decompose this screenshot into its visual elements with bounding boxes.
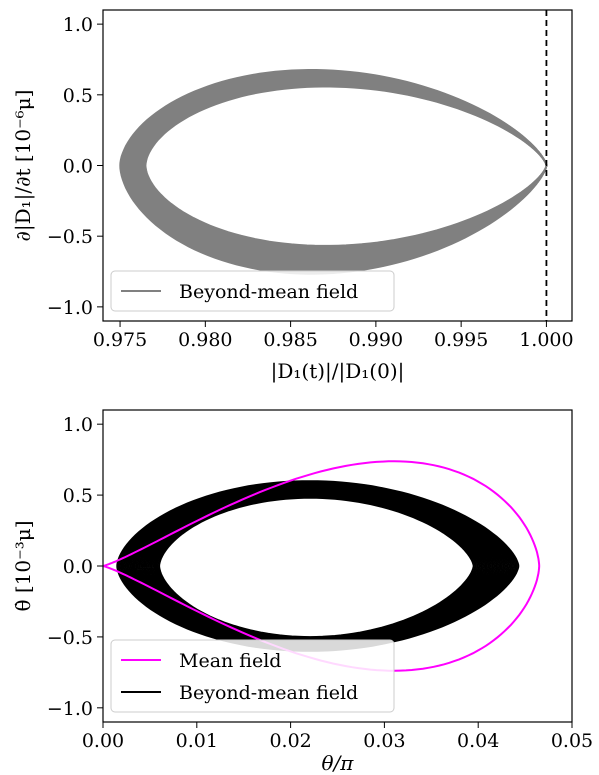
legend-box: [110, 270, 395, 312]
beyond-mean-field-series-line: [116, 480, 520, 652]
x-tick-label: 0.00: [82, 730, 124, 752]
x-tick-label: 0.995: [434, 329, 488, 351]
x-tick-label: 0.985: [263, 329, 317, 351]
x-tick-label: 0.975: [93, 329, 147, 351]
x-tick-label: 0.05: [551, 730, 593, 752]
top-plot: 0.975 0.980 0.985 0.990 0.995 1.000 −1.0 −0.5 0.…: [11, 9, 574, 384]
y-tick-label: −1.0: [47, 297, 93, 319]
x-tick-label: 0.04: [457, 730, 499, 752]
y-axis-label: θ̇ [10⁻³μ]: [11, 520, 35, 611]
legend-label: Beyond-mean field: [179, 281, 358, 303]
mean-field-series-line: [103, 460, 541, 672]
y-tick-label: 0.5: [63, 485, 93, 507]
beyond-mean-field-series-line: [119, 69, 548, 275]
legend-label: Beyond-mean field: [179, 682, 358, 704]
x-tick-label: 0.980: [178, 329, 232, 351]
x-tick-label: 0.990: [349, 329, 403, 351]
x-tick-label: 0.03: [363, 730, 405, 752]
y-tick-label: −1.0: [47, 698, 93, 720]
x-axis-label: |D₁(t)|/|D₁(0)|: [271, 359, 405, 384]
plot-area: [119, 69, 548, 275]
legend-label: Mean field: [179, 650, 281, 672]
y-tick-label: 0.0: [63, 156, 93, 178]
y-tick-label: 1.0: [63, 14, 93, 36]
x-tick-label: 1.000: [519, 329, 573, 351]
bottom-plot: 0.00 0.01 0.02 0.03 0.04 0.05 −1.0 −0.5 0.0 0.5 1.…: [11, 409, 593, 775]
y-axis-label: ∂|D₁|/∂t [10⁻⁶μ]: [11, 90, 36, 242]
legend-box: [110, 639, 395, 713]
y-tick-label: 1.0: [63, 414, 93, 436]
y-tick-label: −0.5: [47, 627, 93, 649]
plot-area: [103, 460, 541, 672]
x-tick-label: 0.02: [269, 730, 311, 752]
y-tick-label: 0.0: [63, 556, 93, 578]
y-tick-label: −0.5: [47, 226, 93, 248]
x-axis-label: θ/π: [322, 751, 355, 775]
y-tick-label: 0.5: [63, 85, 93, 107]
x-tick-label: 0.01: [176, 730, 218, 752]
